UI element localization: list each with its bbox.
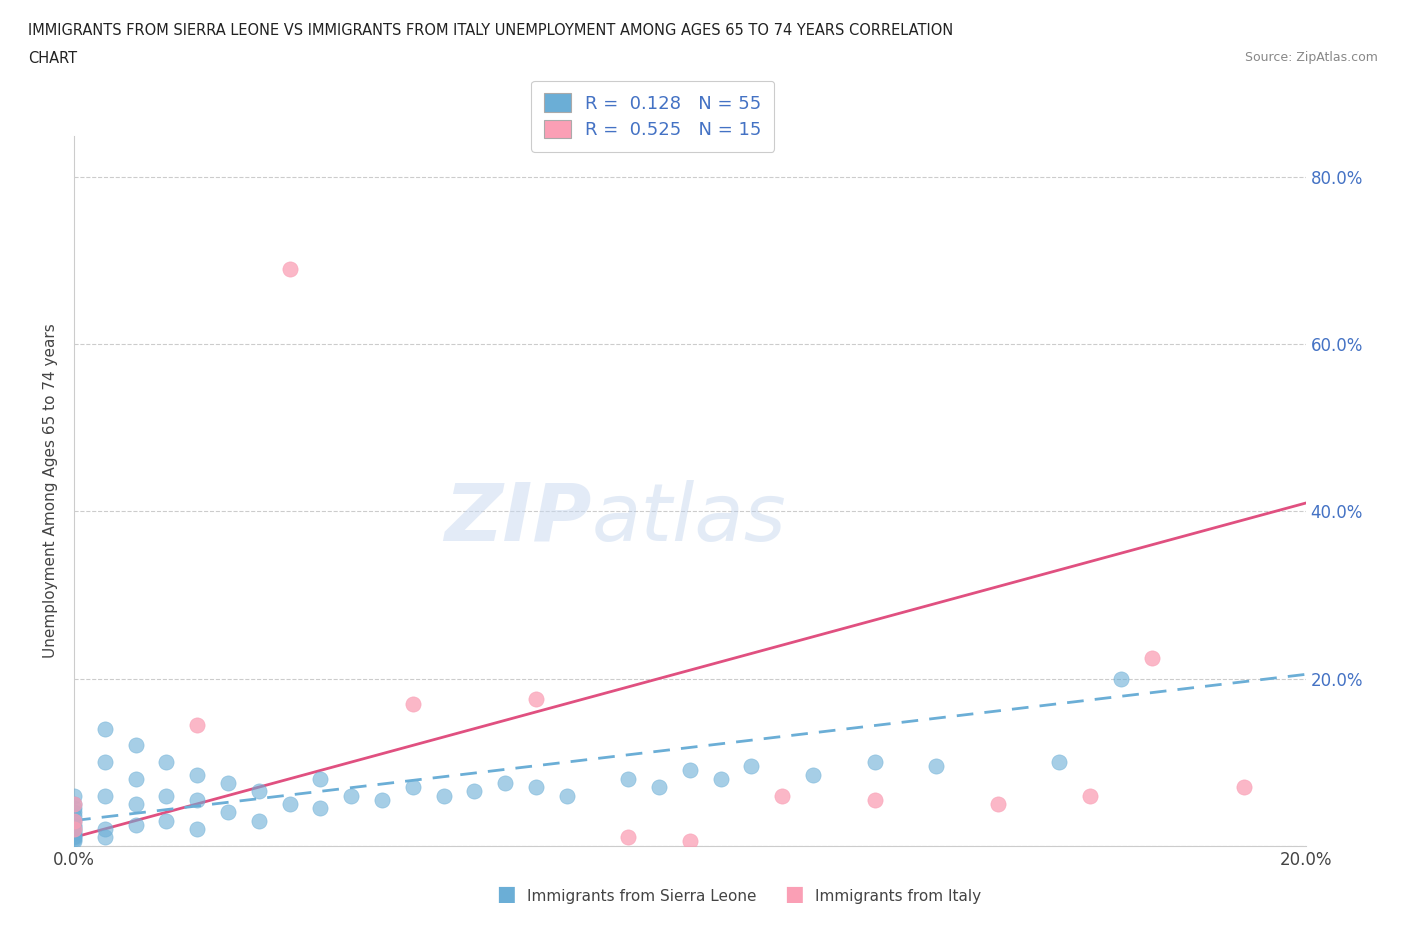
Point bbox=[63, 809, 86, 824]
Point bbox=[217, 804, 239, 819]
Point bbox=[925, 759, 948, 774]
Point bbox=[63, 826, 86, 841]
Point bbox=[1233, 779, 1256, 794]
Point bbox=[63, 796, 86, 811]
Point bbox=[217, 776, 239, 790]
Point bbox=[63, 820, 86, 835]
Point bbox=[94, 722, 117, 737]
Point bbox=[309, 801, 332, 816]
Point bbox=[247, 813, 270, 828]
Point bbox=[648, 779, 671, 794]
Text: atlas: atlas bbox=[592, 480, 786, 558]
Point bbox=[94, 821, 117, 836]
Point bbox=[278, 796, 301, 811]
Point bbox=[94, 788, 117, 803]
Text: CHART: CHART bbox=[28, 51, 77, 66]
Point bbox=[863, 792, 886, 807]
Point bbox=[155, 813, 177, 828]
Point bbox=[124, 796, 146, 811]
Point bbox=[247, 784, 270, 799]
Point bbox=[63, 823, 86, 838]
Point bbox=[94, 830, 117, 844]
Text: ■: ■ bbox=[785, 884, 804, 904]
Point bbox=[1109, 671, 1132, 686]
Point bbox=[63, 813, 86, 828]
Point bbox=[63, 829, 86, 844]
Point bbox=[309, 771, 332, 786]
Point bbox=[186, 821, 208, 836]
Point bbox=[679, 834, 702, 849]
Text: ZIP: ZIP bbox=[444, 480, 592, 558]
Point bbox=[63, 813, 86, 828]
Point bbox=[1047, 754, 1070, 769]
Point bbox=[124, 771, 146, 786]
Point bbox=[402, 697, 425, 711]
Text: Immigrants from Italy: Immigrants from Italy bbox=[815, 889, 981, 904]
Point bbox=[863, 754, 886, 769]
Point bbox=[494, 776, 516, 790]
Point bbox=[186, 792, 208, 807]
Text: Immigrants from Sierra Leone: Immigrants from Sierra Leone bbox=[527, 889, 756, 904]
Point bbox=[186, 717, 208, 732]
Point bbox=[63, 817, 86, 832]
Y-axis label: Unemployment Among Ages 65 to 74 years: Unemployment Among Ages 65 to 74 years bbox=[44, 324, 58, 658]
Text: Source: ZipAtlas.com: Source: ZipAtlas.com bbox=[1244, 51, 1378, 64]
Point bbox=[524, 692, 547, 707]
Point bbox=[63, 831, 86, 846]
Point bbox=[801, 767, 824, 782]
Point bbox=[94, 754, 117, 769]
Point bbox=[1140, 650, 1163, 665]
Point bbox=[524, 779, 547, 794]
Point bbox=[987, 796, 1010, 811]
Point bbox=[402, 779, 425, 794]
Point bbox=[555, 788, 578, 803]
Point bbox=[63, 796, 86, 811]
Point bbox=[432, 788, 454, 803]
Point bbox=[124, 817, 146, 832]
Point bbox=[340, 788, 363, 803]
Point bbox=[278, 261, 301, 276]
Point bbox=[63, 821, 86, 836]
Point bbox=[63, 821, 86, 836]
Text: ■: ■ bbox=[496, 884, 516, 904]
Point bbox=[124, 737, 146, 752]
Text: IMMIGRANTS FROM SIERRA LEONE VS IMMIGRANTS FROM ITALY UNEMPLOYMENT AMONG AGES 65: IMMIGRANTS FROM SIERRA LEONE VS IMMIGRAN… bbox=[28, 23, 953, 38]
Point bbox=[63, 788, 86, 803]
Legend: R =  0.128   N = 55, R =  0.525   N = 15: R = 0.128 N = 55, R = 0.525 N = 15 bbox=[531, 81, 775, 152]
Point bbox=[740, 759, 762, 774]
Point bbox=[617, 830, 640, 844]
Point bbox=[679, 763, 702, 777]
Point bbox=[63, 834, 86, 849]
Point bbox=[155, 754, 177, 769]
Point bbox=[1078, 788, 1101, 803]
Point bbox=[63, 804, 86, 819]
Point bbox=[63, 830, 86, 844]
Point bbox=[371, 792, 394, 807]
Point bbox=[155, 788, 177, 803]
Point bbox=[617, 771, 640, 786]
Point bbox=[770, 788, 793, 803]
Point bbox=[710, 771, 733, 786]
Point bbox=[63, 801, 86, 816]
Point bbox=[463, 784, 485, 799]
Point bbox=[186, 767, 208, 782]
